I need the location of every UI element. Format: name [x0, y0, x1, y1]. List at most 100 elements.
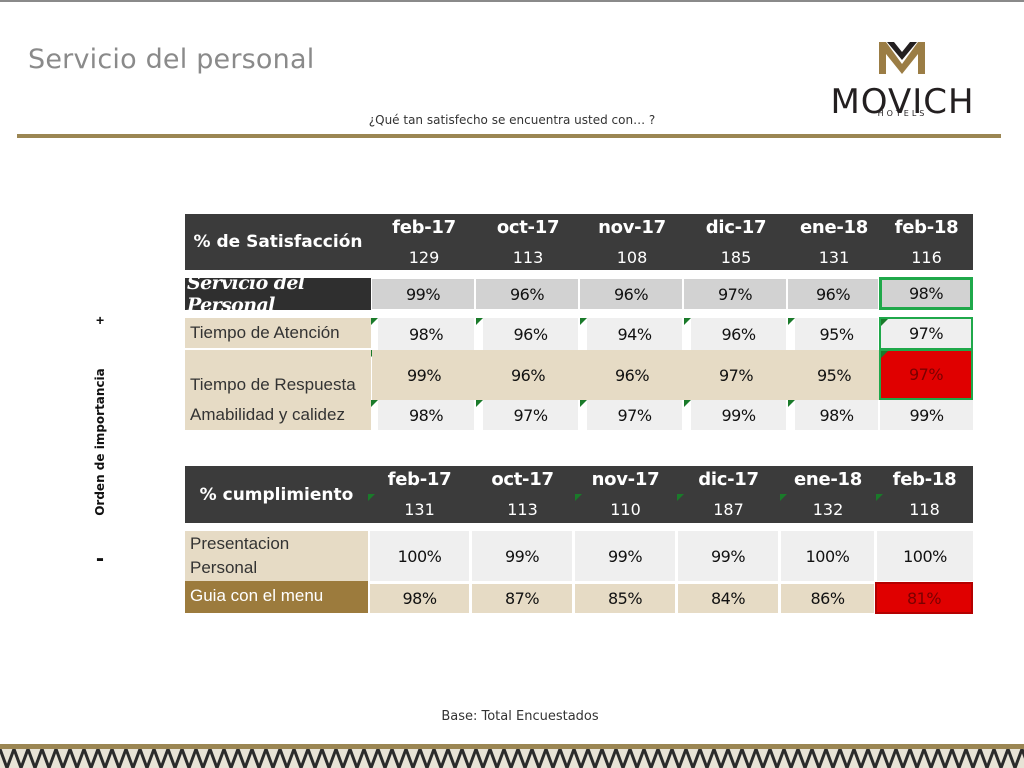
- axis-minus-sign: -: [96, 545, 104, 572]
- table-cell: 99%: [472, 531, 572, 581]
- table1-month: oct-17: [496, 217, 560, 238]
- movich-logo: MOVICH HOTELS: [815, 38, 990, 123]
- table-cell: 97%: [483, 400, 578, 430]
- table-cell: 96%: [788, 279, 878, 309]
- indicator-icon: [371, 400, 378, 407]
- table1-header-label: % de Satisfacción: [193, 232, 363, 252]
- base-note: Base: Total Encuestados: [441, 709, 599, 724]
- table-cell: 95%: [795, 318, 878, 350]
- footer-stripe: [0, 744, 1024, 749]
- table2-base: 132: [812, 500, 844, 519]
- table-cell: 98%: [378, 400, 474, 430]
- table-cell: 96%: [691, 318, 786, 350]
- table-cell: 95%: [788, 350, 880, 400]
- indicator-icon: [876, 494, 883, 501]
- table1-base: 113: [512, 248, 544, 267]
- logo-subtext: HOTELS: [877, 109, 928, 118]
- indicator-icon: [788, 318, 795, 325]
- table2-header-label: % cumplimiento: [199, 484, 354, 505]
- indicator-icon: [580, 318, 587, 325]
- table-cell: 98%: [370, 584, 469, 613]
- indicator-icon: [575, 494, 582, 501]
- row-label-line: Presentacion: [190, 534, 290, 553]
- table-cell: 100%: [877, 531, 973, 581]
- table-cell: 96%: [580, 350, 684, 400]
- table-cell: 99%: [372, 279, 474, 309]
- table1-month: nov-17: [598, 217, 666, 238]
- table1-month: dic-17: [705, 217, 767, 238]
- table-cell: 97%: [684, 350, 788, 400]
- indicator-icon: [677, 494, 684, 501]
- table1-base: 129: [408, 248, 440, 267]
- top-border: [0, 0, 1024, 2]
- table-cell: 99%: [372, 350, 476, 400]
- table1-base: 108: [616, 248, 648, 267]
- table1-base: 116: [911, 248, 942, 267]
- indicator-icon: [881, 351, 888, 358]
- table-cell: 99%: [678, 531, 778, 581]
- indicator-icon: [684, 400, 691, 407]
- row-label-tiempo-atencion: Tiempo de Atención: [185, 318, 371, 348]
- row-label-line: Personal: [190, 558, 258, 577]
- table1-month: feb-17: [392, 217, 456, 238]
- indicator-icon: [476, 400, 483, 407]
- table2-base: 187: [713, 500, 744, 519]
- footer-pattern-icon: [0, 749, 1024, 768]
- footer-band: [0, 744, 1024, 768]
- table-cell-highlight: 98%: [879, 277, 973, 310]
- row-label-servicio-personal: Servicio del Personal: [185, 272, 371, 316]
- indicator-icon: [580, 400, 587, 407]
- indicator-icon: [788, 400, 795, 407]
- table-cell: 98%: [795, 400, 878, 430]
- indicator-icon: [368, 494, 375, 501]
- row-label-presentacion-personal: Presentacion Personal: [185, 531, 368, 581]
- table-cell: 87%: [472, 584, 572, 613]
- header-rule: [17, 134, 1001, 138]
- table2-month: nov-17: [591, 469, 660, 490]
- table-cell: 97%: [587, 400, 682, 430]
- axis-plus-sign: +: [96, 312, 105, 328]
- table2-base: 118: [909, 500, 940, 519]
- table-cell-alert: 81%: [875, 582, 973, 614]
- table-cell: 96%: [476, 350, 580, 400]
- table2-base: 131: [404, 500, 435, 519]
- table1-month: feb-18: [894, 217, 959, 238]
- row-label-amabilidad: Amabilidad y calidez: [185, 400, 371, 430]
- logo-mark-icon: [879, 42, 925, 74]
- page-title: Servicio del personal: [28, 44, 315, 75]
- table2-month: feb-17: [387, 469, 452, 490]
- table-cell: 94%: [587, 318, 682, 350]
- indicator-icon: [780, 494, 787, 501]
- table1-month: ene-18: [800, 217, 868, 238]
- table-cell: 96%: [476, 279, 578, 309]
- table-cell-alert: 97%: [879, 349, 973, 400]
- table2-month: ene-18: [794, 469, 862, 490]
- indicator-icon: [476, 318, 483, 325]
- row-label-guia-menu: Guia con el menu: [185, 581, 368, 613]
- table-cell: 97%: [684, 279, 786, 309]
- indicator-icon: [684, 318, 691, 325]
- table-cell: 99%: [880, 400, 973, 430]
- table-cell: 85%: [575, 584, 675, 613]
- table1-header: [185, 214, 973, 270]
- table2-month: dic-17: [698, 469, 759, 490]
- table-cell: 99%: [691, 400, 786, 430]
- table-cell: 86%: [781, 584, 874, 613]
- table-cell: 98%: [378, 318, 474, 350]
- importance-axis-label: Orden de importancia: [93, 368, 107, 516]
- question-subtitle: ¿Qué tan satisfecho se encuentra usted c…: [368, 113, 656, 127]
- logo-wordmark: MOVICH: [830, 82, 975, 122]
- table-cell: 96%: [580, 279, 682, 309]
- table2-month: feb-18: [892, 469, 957, 490]
- table2-base: 110: [610, 500, 641, 519]
- table-cell-highlight: 97%: [879, 317, 973, 350]
- table-cell: 99%: [575, 531, 675, 581]
- table2-base: 113: [507, 500, 538, 519]
- indicator-icon: [371, 318, 378, 325]
- row-label-tiempo-respuesta: Tiempo de Respuesta: [185, 350, 371, 400]
- table-cell: 96%: [483, 318, 578, 350]
- table-cell: 100%: [370, 531, 469, 581]
- indicator-icon: [881, 319, 888, 326]
- table-cell: 84%: [678, 584, 778, 613]
- table1-base: 185: [720, 248, 752, 267]
